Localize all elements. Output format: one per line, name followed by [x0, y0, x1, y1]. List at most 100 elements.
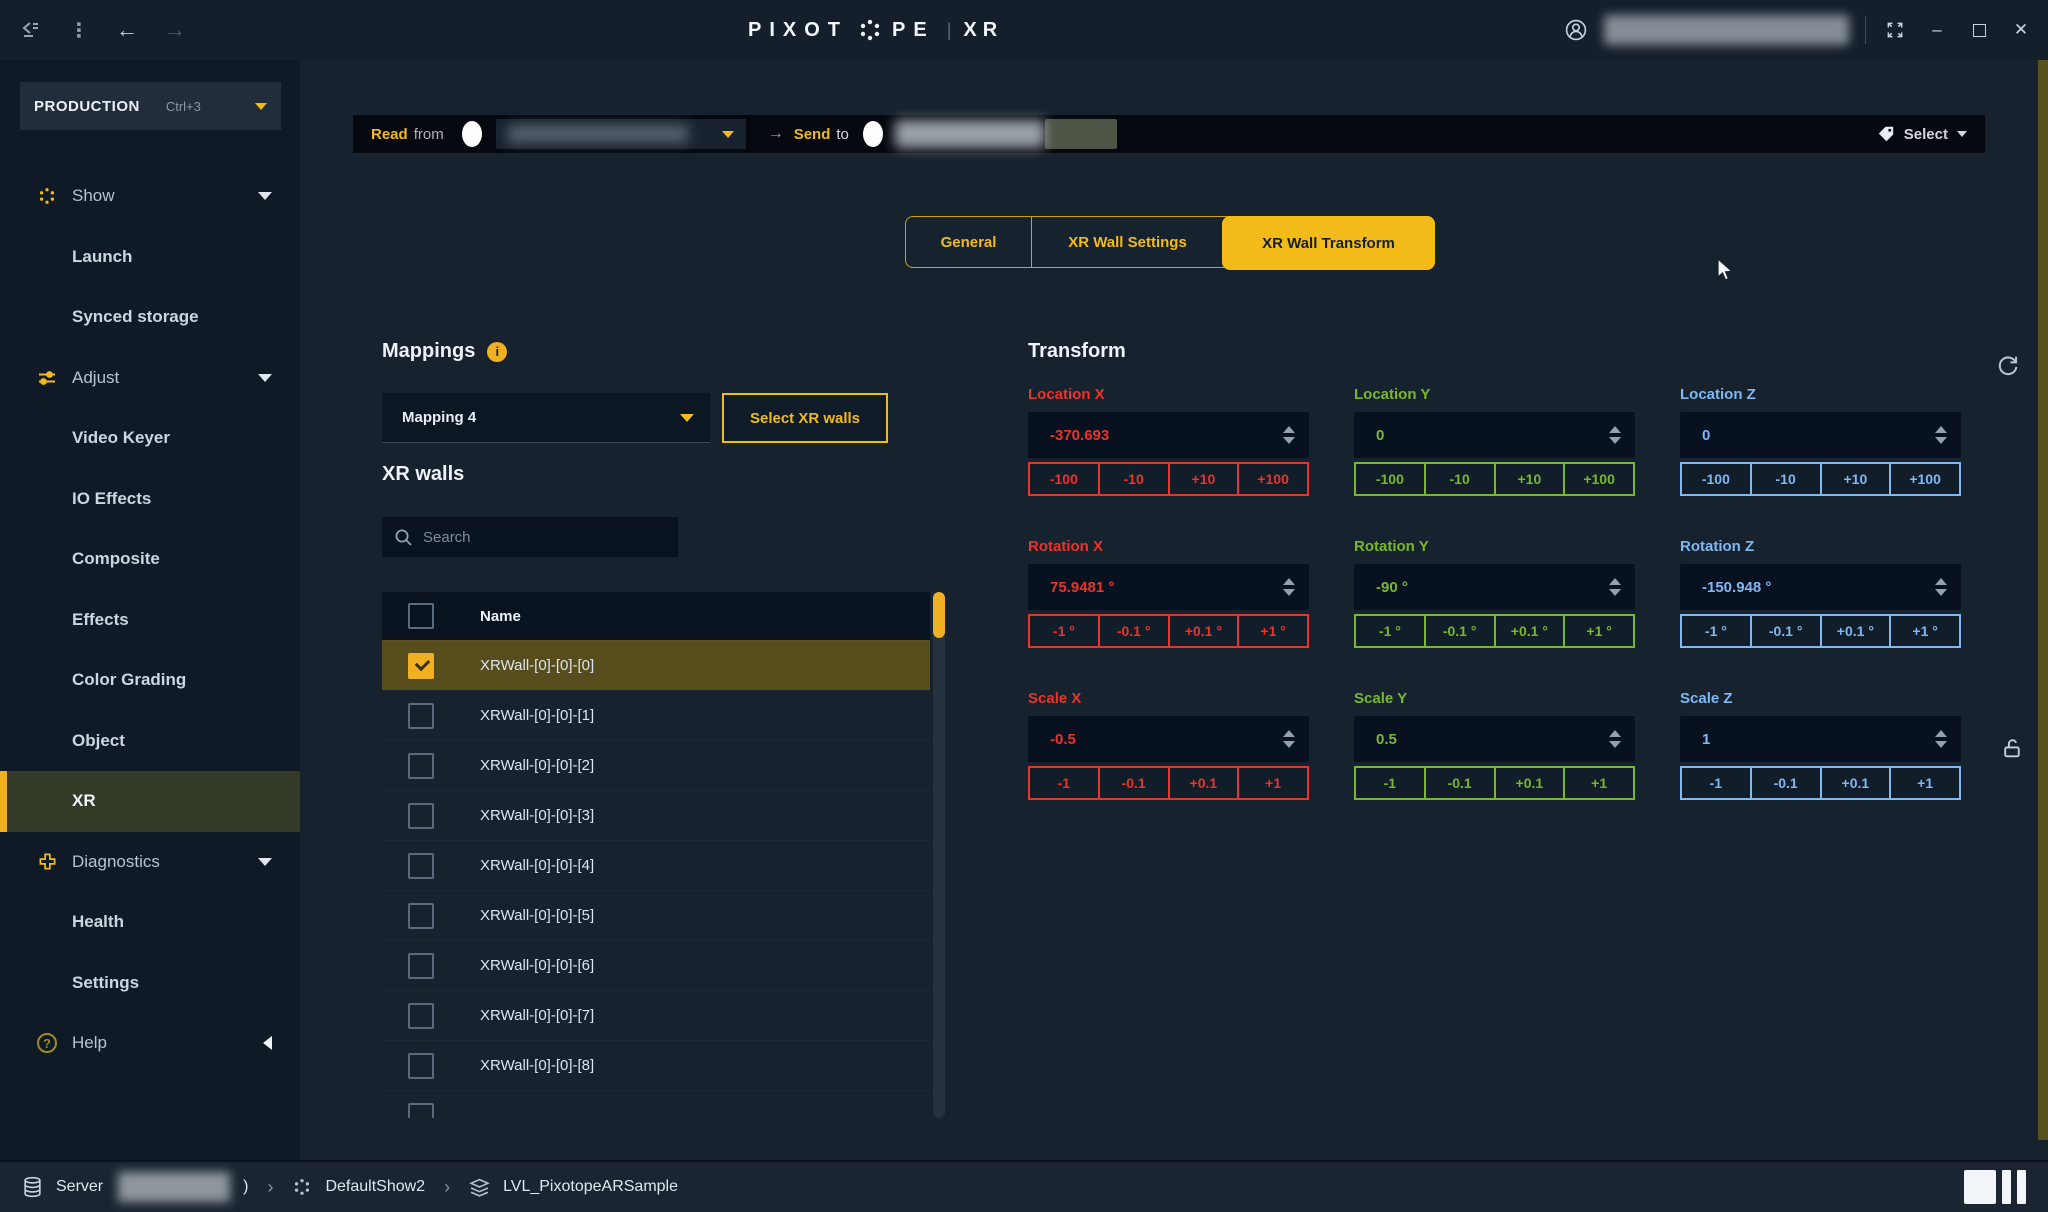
table-row[interactable]: XRWall-[0]-[0]-[7] [382, 990, 930, 1040]
row-checkbox[interactable] [408, 752, 434, 779]
spinner-arrows[interactable] [1283, 426, 1295, 444]
sidebar-item-launch[interactable]: Launch [0, 227, 300, 288]
step-button[interactable]: +100 [1889, 464, 1959, 494]
sidebar-item-synced-storage[interactable]: Synced storage [0, 287, 300, 348]
spinner-down-icon[interactable] [1283, 589, 1295, 596]
tab-xr-wall-settings[interactable]: XR Wall Settings [1031, 217, 1223, 267]
step-button[interactable]: -1 [1030, 768, 1098, 798]
spinner-up-icon[interactable] [1609, 730, 1621, 737]
spinner-down-icon[interactable] [1935, 741, 1947, 748]
select-menu[interactable]: Select [1877, 125, 1967, 143]
spinner-up-icon[interactable] [1609, 578, 1621, 585]
spinner-up-icon[interactable] [1935, 578, 1947, 585]
value-input-scale-z[interactable]: 1 [1680, 716, 1961, 762]
value-input-rotation-y[interactable]: -90 ° [1354, 564, 1635, 610]
step-button[interactable]: +1 ° [1237, 616, 1307, 646]
table-row[interactable]: XRWall-[0]-[0]-[0] [382, 640, 930, 690]
spinner-arrows[interactable] [1609, 578, 1621, 596]
table-row[interactable]: XRWall-[0]-[0]-[5] [382, 890, 930, 940]
step-button[interactable]: -0.1 ° [1423, 616, 1494, 646]
search-input[interactable] [423, 528, 643, 546]
close-button[interactable]: ✕ [2013, 20, 2029, 39]
tab-general[interactable]: General [940, 233, 997, 251]
step-button[interactable]: +10 [1167, 464, 1238, 494]
spinner-up-icon[interactable] [1283, 426, 1295, 433]
spinner-down-icon[interactable] [1283, 741, 1295, 748]
sidebar-item-effects[interactable]: Effects [0, 590, 300, 651]
spinner-down-icon[interactable] [1283, 437, 1295, 444]
step-button[interactable]: +100 [1237, 464, 1307, 494]
spinner-arrows[interactable] [1283, 578, 1295, 596]
sidebar-item-xr[interactable]: XR [0, 771, 300, 832]
panel-layout-bar-icon[interactable] [2017, 1170, 2026, 1204]
select-xr-walls-button[interactable]: Select XR walls [722, 393, 888, 443]
value-input-location-y[interactable]: 0 [1354, 412, 1635, 458]
step-button[interactable]: +0.1 [1819, 768, 1890, 798]
spinner-arrows[interactable] [1283, 730, 1295, 748]
forward-icon[interactable]: → [164, 17, 186, 42]
production-selector[interactable]: PRODUCTION Ctrl+3 [20, 82, 281, 130]
step-button[interactable]: -1 ° [1682, 616, 1750, 646]
step-button[interactable]: +0.1 ° [1819, 616, 1890, 646]
spinner-up-icon[interactable] [1283, 730, 1295, 737]
step-button[interactable]: -100 [1030, 464, 1098, 494]
read-from-toggle[interactable] [461, 121, 482, 147]
step-button[interactable]: +1 [1563, 768, 1633, 798]
step-button[interactable]: +1 ° [1563, 616, 1633, 646]
step-button[interactable]: -10 [1423, 464, 1494, 494]
table-row[interactable]: XRWall-[0]-[0]-[1] [382, 690, 930, 740]
tab-xr-wall-transform[interactable]: XR Wall Transform [1222, 216, 1435, 270]
info-icon[interactable]: i [487, 341, 508, 362]
kebab-menu-icon[interactable]: ⋮ [69, 19, 89, 42]
step-button[interactable]: +1 [1237, 768, 1307, 798]
table-row[interactable]: XRWall-[0]-[0]-[3] [382, 790, 930, 840]
step-button[interactable]: -1 ° [1030, 616, 1098, 646]
breadcrumb-show-name[interactable]: DefaultShow2 [325, 1178, 426, 1195]
step-button[interactable]: +0.1 [1167, 768, 1238, 798]
mapping-dropdown[interactable]: Mapping 4 [382, 393, 710, 443]
row-checkbox-checked[interactable] [408, 652, 434, 679]
sidebar-item-settings[interactable]: Settings [0, 953, 300, 1014]
spinner-arrows[interactable] [1935, 578, 1947, 596]
spinner-up-icon[interactable] [1283, 578, 1295, 585]
step-button[interactable]: +0.1 ° [1167, 616, 1238, 646]
step-button[interactable]: +1 ° [1889, 616, 1959, 646]
spinner-arrows[interactable] [1935, 730, 1947, 748]
table-row[interactable]: XRWall-[0]-[0]-[2] [382, 740, 930, 790]
value-input-scale-x[interactable]: -0.5 [1028, 716, 1309, 762]
step-button[interactable]: -10 [1097, 464, 1168, 494]
spinner-up-icon[interactable] [1935, 730, 1947, 737]
spinner-down-icon[interactable] [1609, 589, 1621, 596]
spinner-down-icon[interactable] [1935, 437, 1947, 444]
read-from-select[interactable] [495, 119, 746, 149]
breadcrumb-level-name[interactable]: LVL_PixotopeARSample [503, 1178, 678, 1195]
list-scrollbar[interactable] [933, 592, 945, 1118]
step-button[interactable]: -100 [1682, 464, 1750, 494]
panel-layout-bar-icon[interactable] [2002, 1170, 2011, 1204]
collapse-sidebar-icon[interactable] [18, 17, 44, 43]
panel-layout-main-icon[interactable] [1964, 1170, 1996, 1204]
step-button[interactable]: -1 [1356, 768, 1424, 798]
step-button[interactable]: +0.1 [1493, 768, 1564, 798]
row-checkbox[interactable] [408, 1102, 434, 1118]
step-button[interactable]: +1 [1889, 768, 1959, 798]
step-button[interactable]: +10 [1819, 464, 1890, 494]
sidebar-item-show[interactable]: Show [0, 166, 300, 227]
sidebar-item-health[interactable]: Health [0, 892, 300, 953]
row-checkbox[interactable] [408, 952, 434, 979]
step-button[interactable]: -0.1 ° [1097, 616, 1168, 646]
step-button[interactable]: +0.1 ° [1493, 616, 1564, 646]
step-button[interactable]: -0.1 ° [1749, 616, 1820, 646]
spinner-up-icon[interactable] [1609, 426, 1621, 433]
spinner-down-icon[interactable] [1609, 437, 1621, 444]
value-input-rotation-z[interactable]: -150.948 ° [1680, 564, 1961, 610]
sidebar-item-help[interactable]: ? Help [0, 1013, 300, 1074]
spinner-arrows[interactable] [1609, 426, 1621, 444]
step-button[interactable]: -10 [1749, 464, 1820, 494]
select-all-checkbox[interactable] [408, 603, 434, 629]
minimize-button[interactable]: – [1932, 20, 1942, 39]
send-to-toggle[interactable] [862, 121, 883, 147]
row-checkbox[interactable] [408, 702, 434, 729]
spinner-down-icon[interactable] [1935, 589, 1947, 596]
value-input-rotation-x[interactable]: 75.9481 ° [1028, 564, 1309, 610]
